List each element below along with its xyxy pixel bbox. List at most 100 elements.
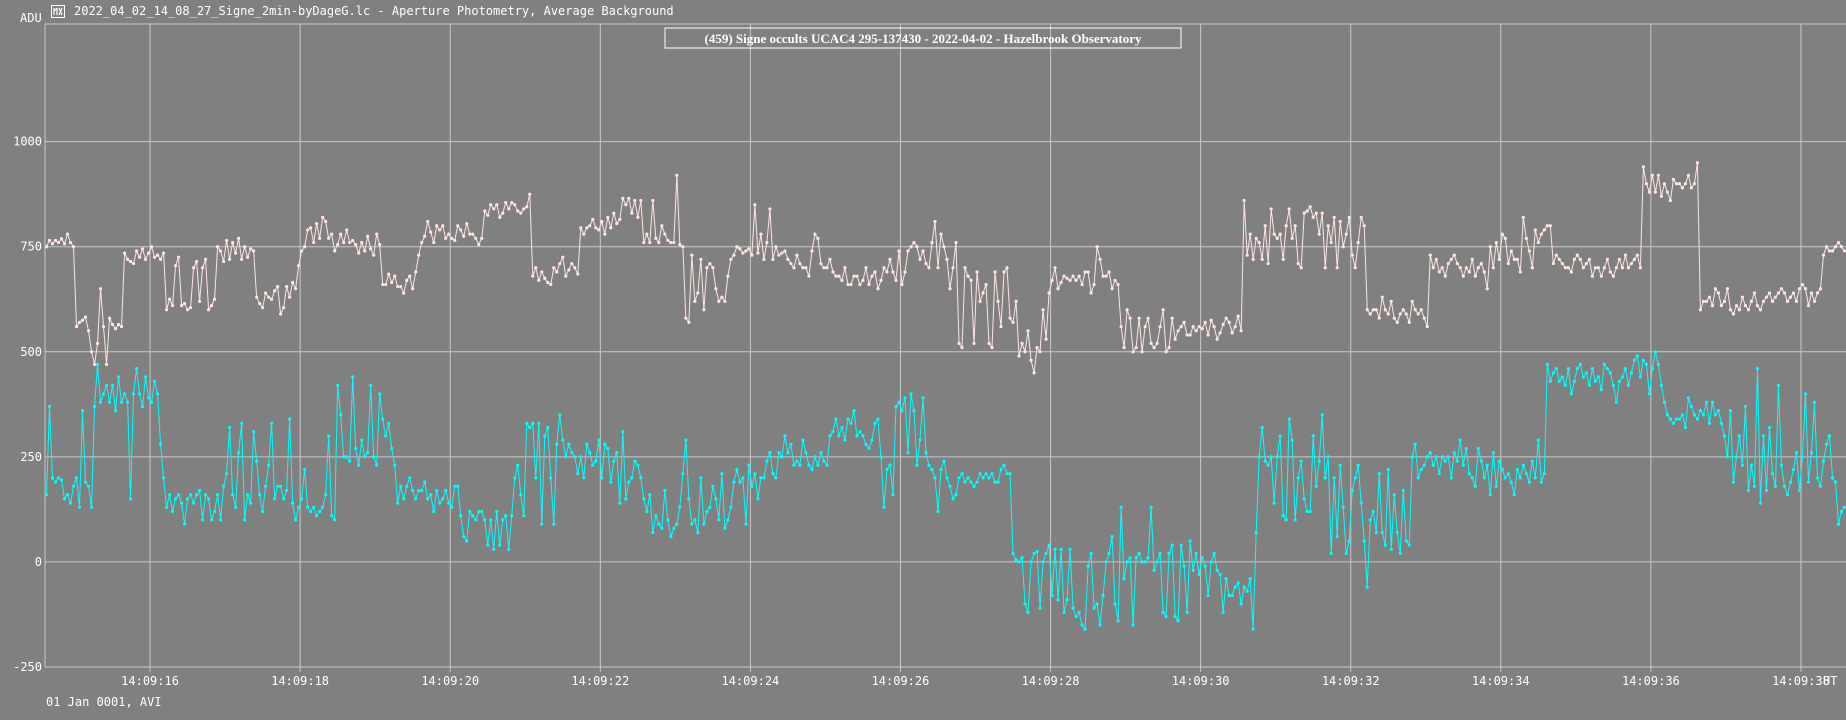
- data-point: [759, 476, 763, 480]
- data-point: [441, 497, 445, 501]
- data-point: [741, 251, 745, 255]
- data-point: [1542, 228, 1546, 232]
- data-point: [402, 291, 406, 295]
- data-point: [966, 274, 970, 278]
- data-point: [1272, 501, 1276, 505]
- data-point: [1515, 467, 1519, 472]
- data-point: [645, 232, 649, 236]
- data-point: [1536, 438, 1540, 442]
- data-point: [152, 255, 157, 259]
- data-point: [1650, 367, 1654, 371]
- data-point: [774, 245, 778, 249]
- data-point: [83, 480, 88, 484]
- data-point: [167, 493, 172, 497]
- data-point: [786, 451, 790, 455]
- data-point: [1659, 194, 1663, 198]
- data-point: [1383, 543, 1387, 547]
- data-point: [501, 211, 505, 215]
- data-point: [1137, 316, 1141, 320]
- series-line: [46, 351, 1845, 631]
- data-point: [966, 476, 970, 480]
- data-point: [246, 255, 250, 259]
- data-point: [1656, 173, 1660, 177]
- data-point: [663, 488, 667, 493]
- data-point: [104, 362, 109, 367]
- data-point: [1389, 547, 1393, 551]
- data-point: [95, 362, 100, 367]
- data-point: [1422, 463, 1426, 467]
- data-point: [516, 463, 520, 467]
- data-point: [1572, 379, 1576, 383]
- data-point: [1776, 383, 1781, 388]
- data-point: [543, 276, 547, 280]
- data-point: [179, 303, 184, 308]
- data-point: [1038, 350, 1042, 354]
- data-point: [336, 383, 340, 388]
- data-point: [1704, 400, 1709, 404]
- data-point: [197, 299, 202, 303]
- app-icon[interactable]: [51, 5, 65, 18]
- data-point: [657, 522, 661, 526]
- data-point: [1686, 173, 1691, 177]
- data-point: [1392, 316, 1396, 320]
- data-point: [723, 526, 727, 530]
- data-point: [873, 421, 877, 425]
- data-point: [83, 315, 88, 319]
- data-point: [633, 198, 637, 203]
- data-point: [573, 455, 577, 459]
- data-point: [1230, 593, 1234, 598]
- data-point: [477, 243, 481, 247]
- data-point: [1110, 535, 1114, 539]
- data-point: [1413, 308, 1417, 312]
- data-point: [1599, 274, 1603, 278]
- data-point: [588, 224, 592, 228]
- data-point: [915, 245, 919, 249]
- data-point: [137, 255, 142, 259]
- data-point: [555, 442, 559, 446]
- data-point: [1416, 476, 1420, 480]
- data-point: [44, 493, 49, 497]
- data-point: [1053, 547, 1057, 551]
- data-point: [1056, 598, 1060, 602]
- data-point: [864, 442, 868, 446]
- data-point: [753, 203, 757, 207]
- data-point: [705, 266, 709, 270]
- data-point: [1464, 446, 1468, 451]
- data-point: [339, 413, 343, 417]
- data-point: [342, 455, 346, 459]
- data-point: [948, 484, 952, 488]
- data-point: [1095, 602, 1099, 606]
- data-point: [381, 417, 385, 421]
- data-point: [498, 215, 502, 219]
- data-point: [1641, 165, 1645, 169]
- data-point: [1176, 329, 1180, 333]
- data-point: [1602, 266, 1606, 270]
- data-point: [1263, 224, 1267, 228]
- data-point: [843, 266, 847, 270]
- data-point: [1539, 232, 1543, 236]
- data-point: [1134, 346, 1138, 350]
- data-point: [831, 430, 835, 434]
- data-point: [1098, 623, 1102, 627]
- data-point: [1830, 249, 1835, 253]
- data-point: [1473, 274, 1477, 278]
- data-point: [1308, 205, 1312, 209]
- data-point: [1518, 270, 1522, 274]
- data-point: [231, 240, 235, 245]
- data-point: [86, 329, 91, 333]
- data-point: [456, 484, 460, 488]
- x-tick-label: 14:09:24: [721, 674, 779, 688]
- data-point: [1548, 224, 1552, 228]
- data-point: [1620, 375, 1624, 379]
- data-point: [1695, 161, 1700, 165]
- data-point: [984, 282, 988, 287]
- data-point: [1701, 299, 1706, 303]
- data-point: [1077, 274, 1081, 278]
- data-point: [408, 476, 412, 480]
- data-point: [191, 266, 196, 270]
- data-point: [870, 438, 874, 442]
- data-point: [984, 472, 988, 476]
- data-point: [282, 497, 286, 501]
- data-point: [996, 480, 1000, 484]
